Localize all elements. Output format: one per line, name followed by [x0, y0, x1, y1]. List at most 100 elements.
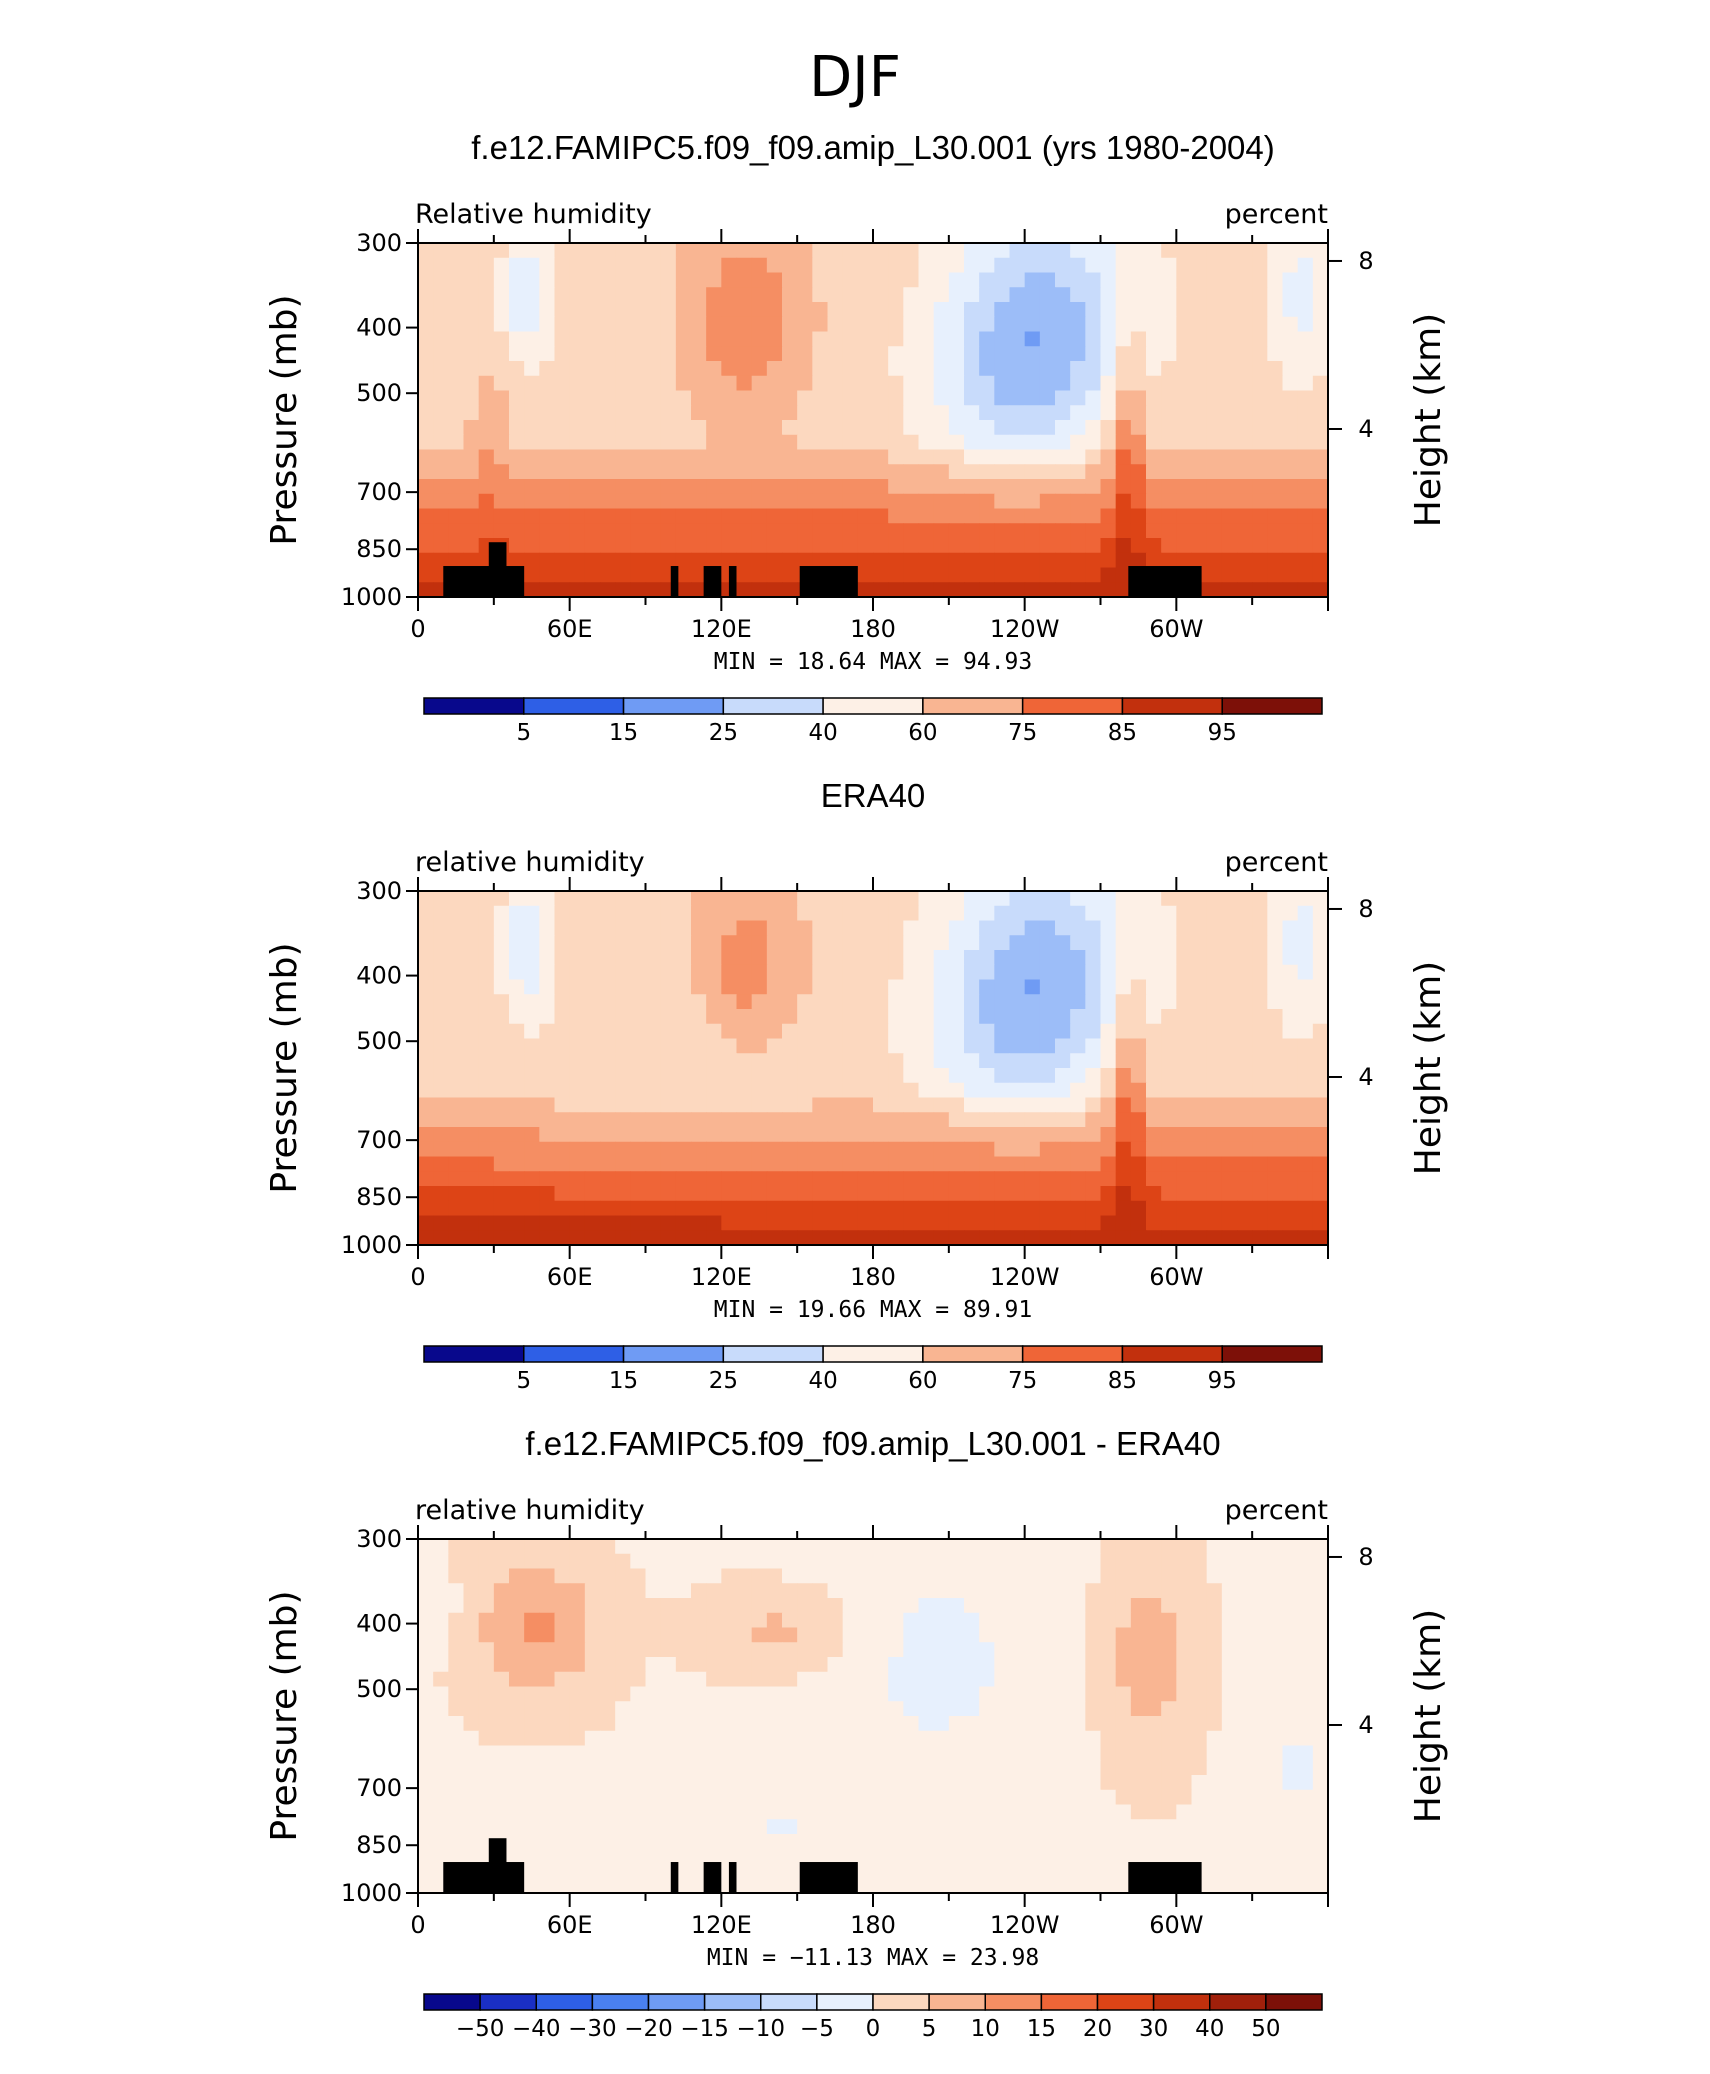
contour-cell: [675, 1642, 692, 1658]
contour-cell: [1009, 1642, 1026, 1658]
contour-cell: [1237, 434, 1253, 451]
contour-cell: [1146, 508, 1162, 524]
contour-cell: [584, 1112, 601, 1128]
contour-cell: [933, 1745, 950, 1761]
contour-cell: [509, 375, 525, 392]
contour-cell: [1009, 1127, 1026, 1143]
contour-cell: [554, 1171, 571, 1187]
contour-cell: [766, 1539, 783, 1555]
contour-cell: [418, 964, 434, 981]
contour-cell: [766, 1819, 783, 1835]
contour-cell: [630, 1553, 647, 1570]
contour-cell: [994, 479, 1011, 495]
contour-cell: [873, 287, 889, 303]
contour-cell: [873, 1819, 889, 1835]
contour-cell: [1221, 493, 1238, 510]
contour-cell: [1146, 1745, 1162, 1761]
contour-cell: [660, 1068, 677, 1084]
contour-cell: [1267, 552, 1284, 569]
contour-cell: [782, 1775, 798, 1791]
contour-cell: [1297, 1539, 1314, 1555]
x-tick-label: 120W: [990, 1911, 1060, 1939]
contour-cell: [706, 1141, 722, 1158]
contour-cell: [1176, 950, 1193, 966]
contour-cell: [736, 1009, 753, 1025]
contour-cell: [1161, 1200, 1177, 1217]
contour-cell: [1115, 523, 1132, 539]
contour-cell: [554, 1186, 571, 1202]
contour-cell: [1070, 1612, 1086, 1629]
contour-cell: [1115, 1657, 1132, 1673]
contour-cell: [1055, 479, 1071, 495]
contour-cell: [827, 1642, 844, 1658]
contour-cell: [782, 1878, 798, 1894]
contour-cell: [615, 1141, 631, 1158]
contour-cell: [736, 1023, 753, 1040]
contour-cell: [645, 1141, 662, 1158]
contour-cell: [584, 257, 601, 274]
contour-cell: [1161, 1141, 1177, 1158]
contour-cell: [979, 1127, 995, 1143]
contour-cell: [1085, 964, 1102, 981]
contour-cell: [1297, 1186, 1314, 1202]
contour-cell: [630, 1789, 647, 1806]
min-max-text: MIN = 18.64 MAX = 94.93: [714, 649, 1033, 675]
contour-cell: [827, 964, 844, 981]
contour-cell: [1282, 346, 1299, 362]
contour-cell: [918, 375, 935, 392]
contour-cell: [600, 1215, 616, 1231]
contour-cell: [979, 493, 995, 510]
contour-cell: [539, 272, 556, 288]
y-tick-label: 300: [356, 1525, 402, 1553]
colorbar-box: [622, 1345, 725, 1363]
contour-cell: [1100, 1230, 1117, 1246]
contour-cell: [1161, 905, 1177, 922]
contour-cell: [569, 302, 586, 318]
contour-cell: [842, 1775, 859, 1791]
contour-cell: [964, 905, 980, 922]
contour-cell: [1191, 1186, 1208, 1202]
contour-cell: [842, 1848, 859, 1865]
contour-cell: [782, 538, 798, 554]
contour-cell: [751, 287, 768, 303]
contour-cell: [721, 1716, 738, 1732]
contour-cell: [478, 449, 495, 465]
contour-cell: [433, 1568, 449, 1584]
contour-cell: [1100, 1171, 1117, 1187]
contour-cell: [918, 479, 935, 495]
contour-cell: [1176, 1156, 1193, 1172]
contour-cell: [660, 1141, 677, 1158]
contour-cell: [1130, 434, 1147, 451]
contour-cell: [615, 891, 631, 907]
contour-cell: [509, 1819, 525, 1835]
contour-cell: [1191, 1553, 1208, 1570]
contour-cell: [509, 464, 525, 480]
contour-cell: [797, 1627, 813, 1643]
contour-cell: [766, 1642, 783, 1658]
contour-cell: [433, 1156, 449, 1172]
contour-cell: [888, 1863, 904, 1879]
contour-cell: [842, 935, 859, 951]
contour-cell: [964, 287, 980, 303]
contour-cell: [509, 272, 525, 288]
y-tick-label: 500: [356, 1027, 402, 1055]
contour-cell: [1206, 1819, 1223, 1835]
contour-cell: [1237, 567, 1253, 583]
contour-cell: [569, 1819, 586, 1835]
contour-cell: [706, 1612, 722, 1629]
contour-cell: [675, 1215, 692, 1231]
contour-cell: [493, 920, 510, 936]
contour-cell: [600, 361, 616, 377]
contour-cell: [1085, 257, 1102, 274]
contour-cell: [1252, 552, 1268, 569]
contour-cell: [1100, 405, 1117, 421]
contour-cell: [1115, 287, 1132, 303]
contour-cell: [615, 464, 631, 480]
contour-cell: [994, 1701, 1011, 1717]
contour-cell: [933, 1009, 950, 1025]
contour-cell: [1115, 1215, 1132, 1231]
contour-cell: [888, 1789, 904, 1806]
contour-cell: [827, 1539, 844, 1555]
contour-cell: [948, 567, 965, 583]
contour-cell: [873, 405, 889, 421]
